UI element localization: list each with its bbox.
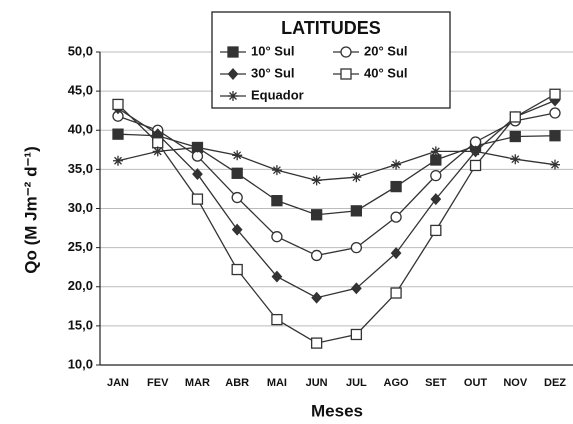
data-point xyxy=(271,270,283,283)
data-point xyxy=(350,241,363,254)
data-point xyxy=(390,287,402,299)
legend-label: 30° Sul xyxy=(251,65,295,80)
data-point xyxy=(549,88,561,100)
data-point xyxy=(350,205,363,217)
y-tick-label: 40,0 xyxy=(68,122,93,137)
x-tick-label: OUT xyxy=(464,377,488,389)
legend-title: LATITUDES xyxy=(281,18,381,38)
x-tick-label: MAI xyxy=(267,377,287,389)
data-point xyxy=(192,168,203,181)
data-point xyxy=(430,146,441,157)
y-tick-label: 50,0 xyxy=(68,43,93,58)
series-line xyxy=(117,133,556,216)
data-point xyxy=(231,223,243,236)
data-point xyxy=(112,128,124,140)
data-point xyxy=(509,111,521,123)
legend-marker xyxy=(228,91,238,101)
data-point xyxy=(390,211,402,223)
data-point xyxy=(271,165,282,176)
y-tick-label: 20,0 xyxy=(68,278,93,293)
data-point xyxy=(271,313,283,326)
series-line xyxy=(117,99,556,299)
data-point xyxy=(470,146,481,157)
x-tick-label: ABR xyxy=(225,377,249,389)
y-tick-label: 35,0 xyxy=(68,161,93,176)
y-tick-label: 15,0 xyxy=(68,317,93,332)
y-tick-label: 45,0 xyxy=(68,83,93,98)
data-point xyxy=(231,191,243,204)
legend-marker xyxy=(340,68,352,80)
data-point xyxy=(231,263,243,276)
x-tick-label: JAN xyxy=(107,377,129,389)
data-point xyxy=(350,282,362,295)
data-point xyxy=(550,159,560,170)
legend-marker xyxy=(227,68,239,80)
y-tick-label: 10,0 xyxy=(68,356,93,371)
legend-box xyxy=(211,11,451,109)
x-tick-label: DEZ xyxy=(544,377,566,389)
data-point xyxy=(271,231,283,243)
data-point xyxy=(112,98,124,111)
data-point xyxy=(351,172,362,183)
x-axis-label: Meses xyxy=(311,401,363,420)
data-point xyxy=(310,209,323,221)
legend-label: 10° Sul xyxy=(251,43,295,58)
y-tick-label: 25,0 xyxy=(68,239,93,254)
legend-label: 20° Sul xyxy=(364,43,408,58)
y-axis-label: Qo (M Jm⁻² d⁻¹) xyxy=(21,146,40,273)
data-point xyxy=(430,154,442,166)
data-point xyxy=(509,130,521,143)
x-tick-label: NOV xyxy=(503,377,528,389)
data-point xyxy=(152,137,164,149)
data-point xyxy=(350,328,363,341)
legend-marker xyxy=(227,46,239,58)
data-point xyxy=(469,159,482,172)
data-point xyxy=(430,224,442,237)
data-point xyxy=(311,175,322,186)
data-point xyxy=(310,249,323,262)
data-point xyxy=(549,107,561,119)
series-line xyxy=(117,146,556,181)
data-point xyxy=(391,159,402,170)
data-point xyxy=(430,193,442,206)
legend-label: 40° Sul xyxy=(364,65,408,80)
x-tick-label: SET xyxy=(425,377,447,389)
data-point xyxy=(271,195,283,207)
data-point xyxy=(191,150,204,162)
legend-label: Equador xyxy=(251,87,304,102)
series-line xyxy=(117,112,556,257)
x-tick-label: FEV xyxy=(147,377,169,389)
data-point xyxy=(430,169,442,182)
data-point xyxy=(152,146,163,157)
data-point xyxy=(231,167,243,179)
data-point xyxy=(390,247,402,260)
data-point xyxy=(191,193,204,205)
data-point xyxy=(192,142,203,153)
data-point xyxy=(311,291,323,304)
data-point xyxy=(113,155,123,166)
data-point xyxy=(510,154,521,165)
legend-marker xyxy=(340,46,352,58)
x-tick-label: MAR xyxy=(185,377,210,389)
y-tick-label: 30,0 xyxy=(68,200,93,215)
data-point xyxy=(390,180,402,193)
x-tick-label: JUL xyxy=(346,377,367,389)
series-line xyxy=(117,93,556,344)
data-point xyxy=(310,337,323,349)
data-point xyxy=(232,150,243,161)
x-tick-label: JUN xyxy=(306,377,328,389)
data-point xyxy=(549,130,561,142)
x-tick-label: AGO xyxy=(384,377,410,389)
